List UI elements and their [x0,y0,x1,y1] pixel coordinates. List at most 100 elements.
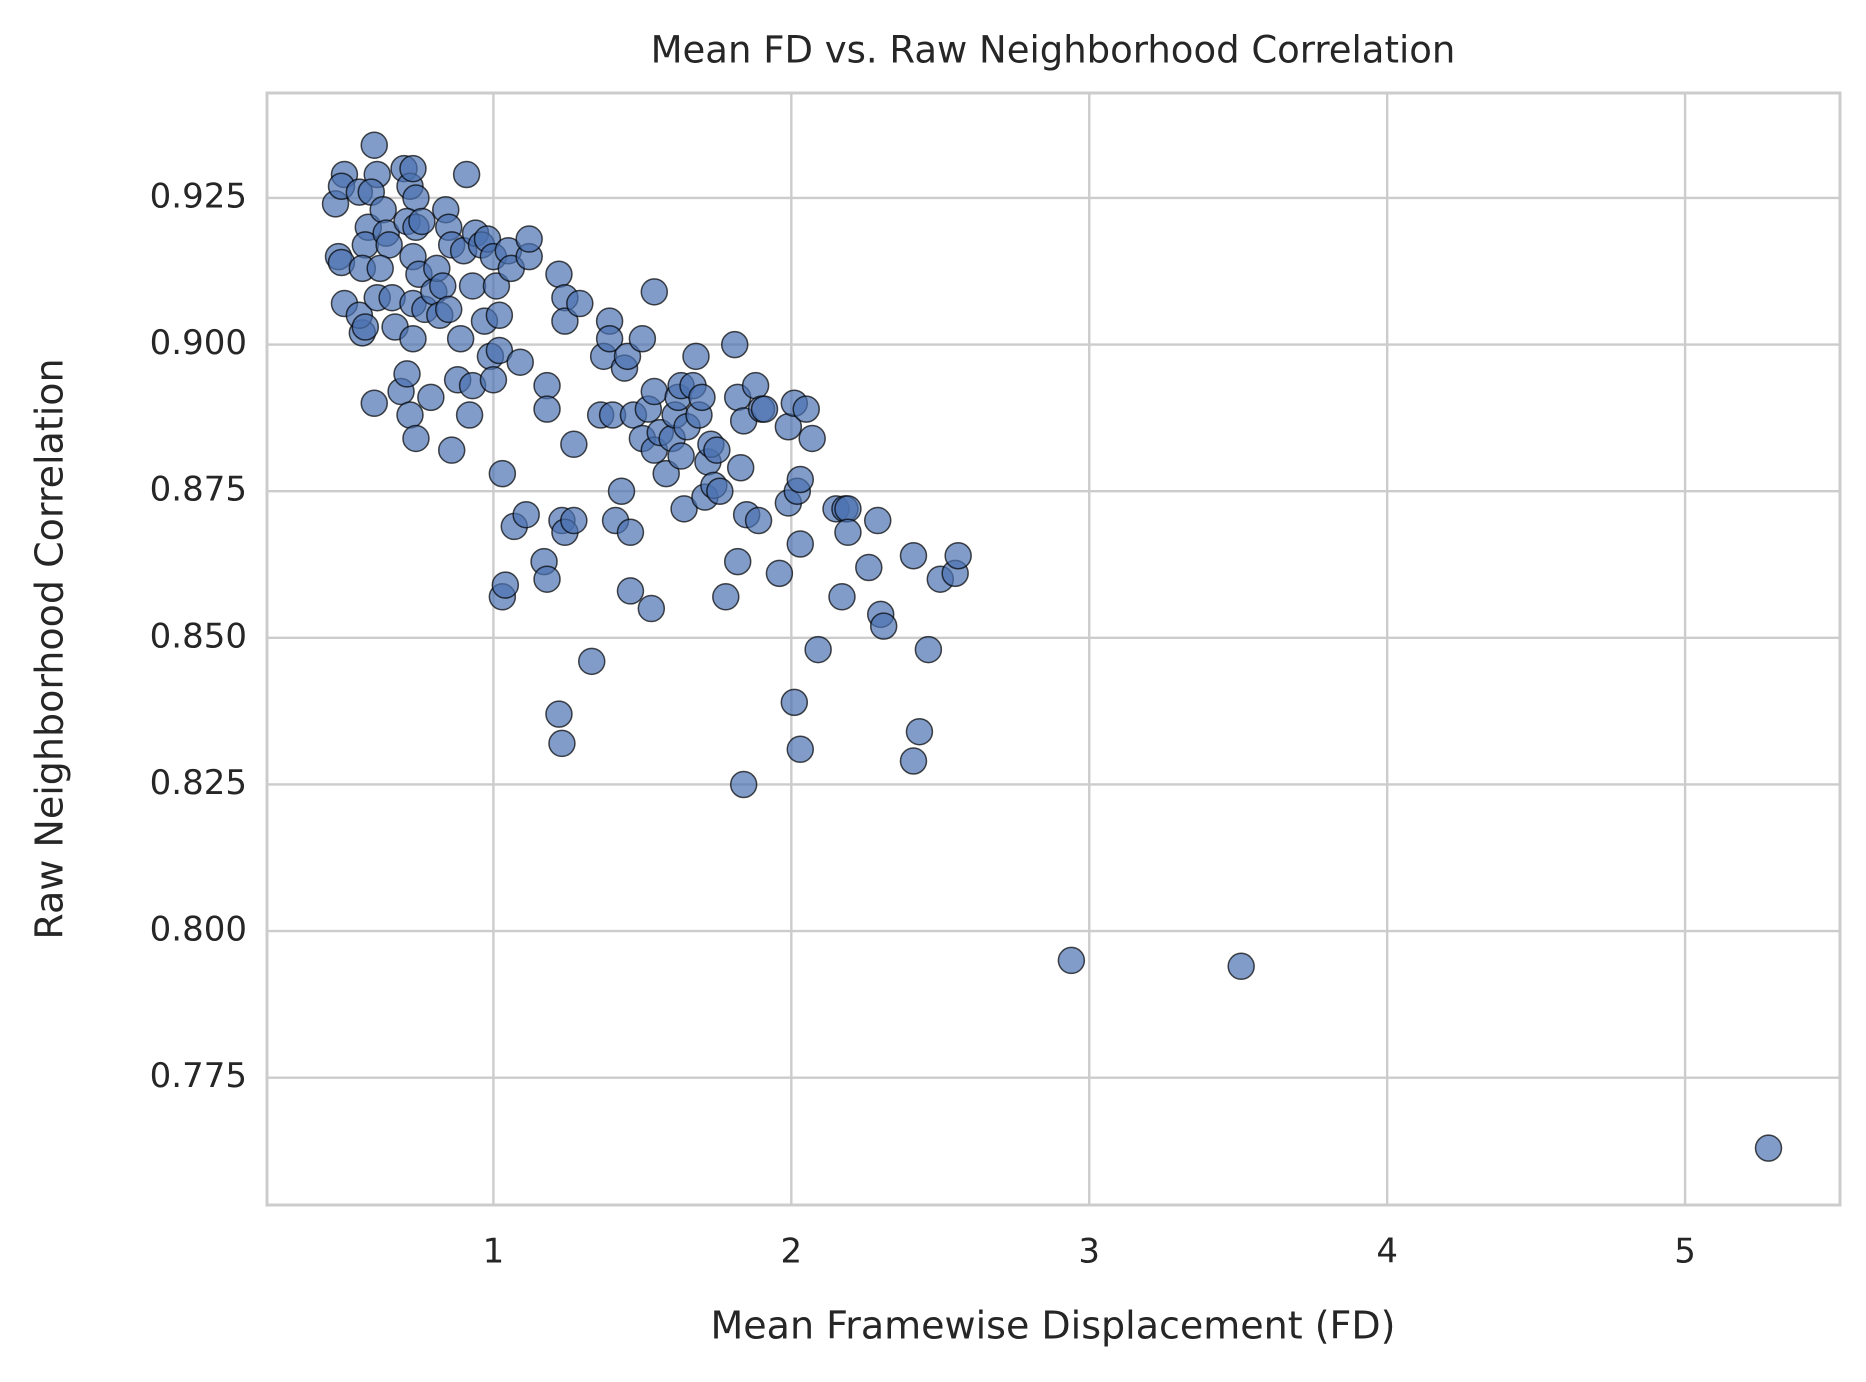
point [366,254,394,283]
point [792,395,820,423]
chart-title: Mean FD vs. Raw Neighborhood Correlation [651,29,1456,72]
point [637,594,666,623]
x-tick-label: 5 [1674,1232,1696,1272]
point [706,477,734,505]
y-tick-label: 0.825 [150,763,247,803]
point [375,231,403,259]
point [417,383,445,412]
point [703,436,731,464]
point [682,342,710,371]
point [533,371,561,400]
point [548,729,576,758]
plot-frame [265,91,1842,1207]
point [798,424,826,453]
point [720,330,749,359]
point [479,366,508,394]
point [408,207,436,236]
point [533,395,561,423]
y-tick-label: 0.875 [150,470,247,510]
point [712,583,740,611]
point [402,184,430,212]
y-tick-label: 0.850 [150,616,247,656]
point [485,336,514,365]
point [399,154,427,183]
point [512,500,540,529]
point [640,377,669,406]
point [834,518,862,547]
point [485,301,514,330]
point [786,530,815,558]
point [551,307,579,335]
point [566,289,594,318]
point [1057,946,1086,975]
point [393,360,421,388]
point [834,495,862,523]
point [670,495,698,523]
point [446,324,475,353]
point [786,735,815,764]
point [506,348,534,376]
point [744,506,773,535]
point [613,342,642,371]
point [455,401,484,429]
point [360,389,388,418]
point [780,688,809,717]
point [863,506,892,535]
x-tick-label: 3 [1078,1232,1100,1272]
y-tick-label: 0.925 [150,176,247,216]
point [786,465,815,494]
point [533,565,561,593]
point [396,401,424,429]
point [905,717,934,746]
point [545,700,573,728]
point [729,770,758,799]
x-axis-label: Mean Framewise Displacement (FD) [711,1304,1396,1348]
point [640,278,669,306]
point [491,571,520,599]
point [434,295,463,324]
point [488,459,517,488]
point [741,371,770,400]
point [652,459,680,488]
point [437,436,466,464]
point [828,583,856,611]
point [723,547,752,576]
point [869,612,898,640]
point [628,324,657,353]
point [667,442,695,470]
point [1227,952,1255,981]
point [577,647,606,676]
point [399,324,427,353]
point [726,454,755,482]
point [607,477,636,505]
point [1754,1134,1783,1162]
point [750,395,779,423]
point [804,635,832,664]
y-tick-label: 0.775 [150,1056,247,1096]
x-tick-label: 2 [781,1232,803,1272]
point [482,272,511,300]
point [360,131,388,159]
point [616,518,645,547]
point [944,541,972,570]
point [616,577,645,605]
x-tick-label: 1 [483,1232,505,1272]
point [560,506,588,535]
point [914,635,943,664]
point [458,272,487,300]
point [560,430,588,459]
x-tick-label: 4 [1376,1232,1398,1272]
y-tick-label: 0.800 [150,910,247,950]
point [351,313,380,341]
y-tick-label: 0.900 [150,323,247,363]
point [595,324,624,353]
point [765,559,794,588]
point [899,747,928,775]
point [899,541,928,570]
y-axis-label: Raw Neighborhood Correlation [28,358,72,939]
point [688,383,716,412]
point [402,424,430,453]
point [545,260,573,288]
